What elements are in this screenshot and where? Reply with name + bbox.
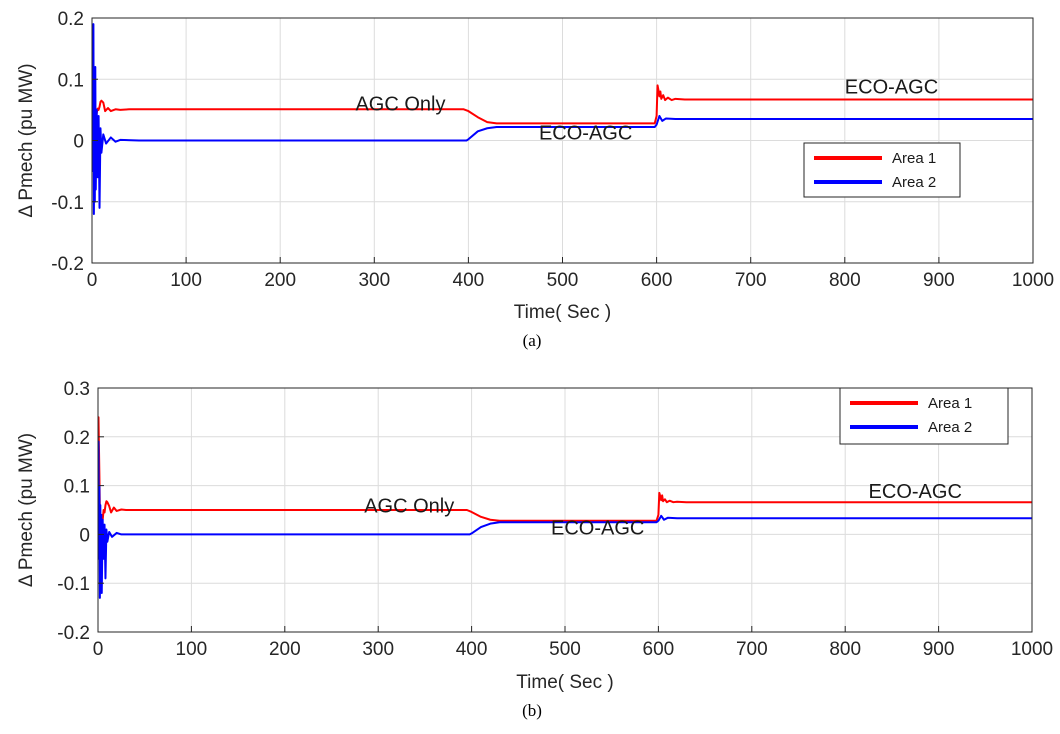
x-tick-label: 800 [829, 639, 861, 660]
x-tick-label: 100 [176, 639, 208, 660]
y-tick-label: 0.2 [58, 9, 84, 30]
x-tick-label: 300 [362, 639, 394, 660]
x-tick-label: 700 [735, 270, 767, 291]
panel-caption: (b) [522, 701, 542, 720]
x-axis-label: Time( Sec ) [514, 302, 611, 323]
annotation-label: AGC Only [364, 495, 454, 517]
y-tick-label: 0 [73, 132, 84, 153]
y-tick-label: 0.1 [58, 70, 84, 91]
x-tick-label: 0 [93, 639, 104, 660]
y-tick-label: -0.1 [57, 574, 90, 595]
x-tick-label: 400 [456, 639, 488, 660]
y-tick-label: 0.3 [64, 379, 90, 400]
legend-box [840, 388, 1008, 444]
chart-b: 0 100 200 300 400 500 600 700 800 900 1000 -0.2 -0.1… [16, 379, 1053, 720]
panel-caption: (a) [523, 331, 542, 350]
x-tick-label: 700 [736, 639, 768, 660]
annotation-label: AGC Only [355, 93, 445, 115]
x-tick-label: 1000 [1011, 639, 1053, 660]
x-tick-label: 400 [453, 270, 485, 291]
x-tick-label: 1000 [1012, 270, 1054, 291]
y-tick-label: -0.2 [57, 623, 90, 644]
x-tick-label: 500 [547, 270, 579, 291]
x-tick-label: 600 [641, 270, 673, 291]
legend-label: Area 1 [928, 395, 972, 412]
y-axis-label: Δ Pmech (pu MW) [16, 63, 37, 217]
annotation-label: ECO-AGC [845, 76, 938, 98]
x-tick-label: 100 [170, 270, 202, 291]
x-tick-label: 200 [264, 270, 296, 291]
x-tick-label: 0 [87, 270, 98, 291]
legend-box [804, 143, 960, 197]
x-tick-label: 600 [643, 639, 675, 660]
chart-a: 0 100 200 300 400 500 600 700 800 900 1000 -0.2 -0.1… [16, 9, 1054, 350]
x-tick-label: 800 [829, 270, 861, 291]
y-axis-label: Δ Pmech (pu MW) [16, 433, 37, 587]
y-tick-label: 0.2 [64, 428, 90, 449]
y-tick-label: 0 [79, 525, 90, 546]
annotation-label: ECO-AGC [869, 481, 962, 503]
legend-label: Area 2 [892, 174, 936, 191]
y-tick-label: 0.1 [64, 477, 90, 498]
legend-label: Area 2 [928, 419, 972, 436]
x-tick-label: 300 [358, 270, 390, 291]
y-tick-label: -0.1 [51, 193, 84, 214]
x-tick-label: 500 [549, 639, 581, 660]
annotation-label: ECO-AGC [551, 517, 644, 539]
x-tick-label: 900 [923, 639, 955, 660]
annotation-label: ECO-AGC [539, 122, 632, 144]
legend: Area 1 Area 2 [804, 143, 960, 197]
legend: Area 1 Area 2 [840, 388, 1008, 444]
x-axis-label: Time( Sec ) [516, 672, 613, 693]
legend-label: Area 1 [892, 150, 936, 167]
x-tick-label: 900 [923, 270, 955, 291]
x-tick-label: 200 [269, 639, 301, 660]
y-tick-label: -0.2 [51, 254, 84, 275]
